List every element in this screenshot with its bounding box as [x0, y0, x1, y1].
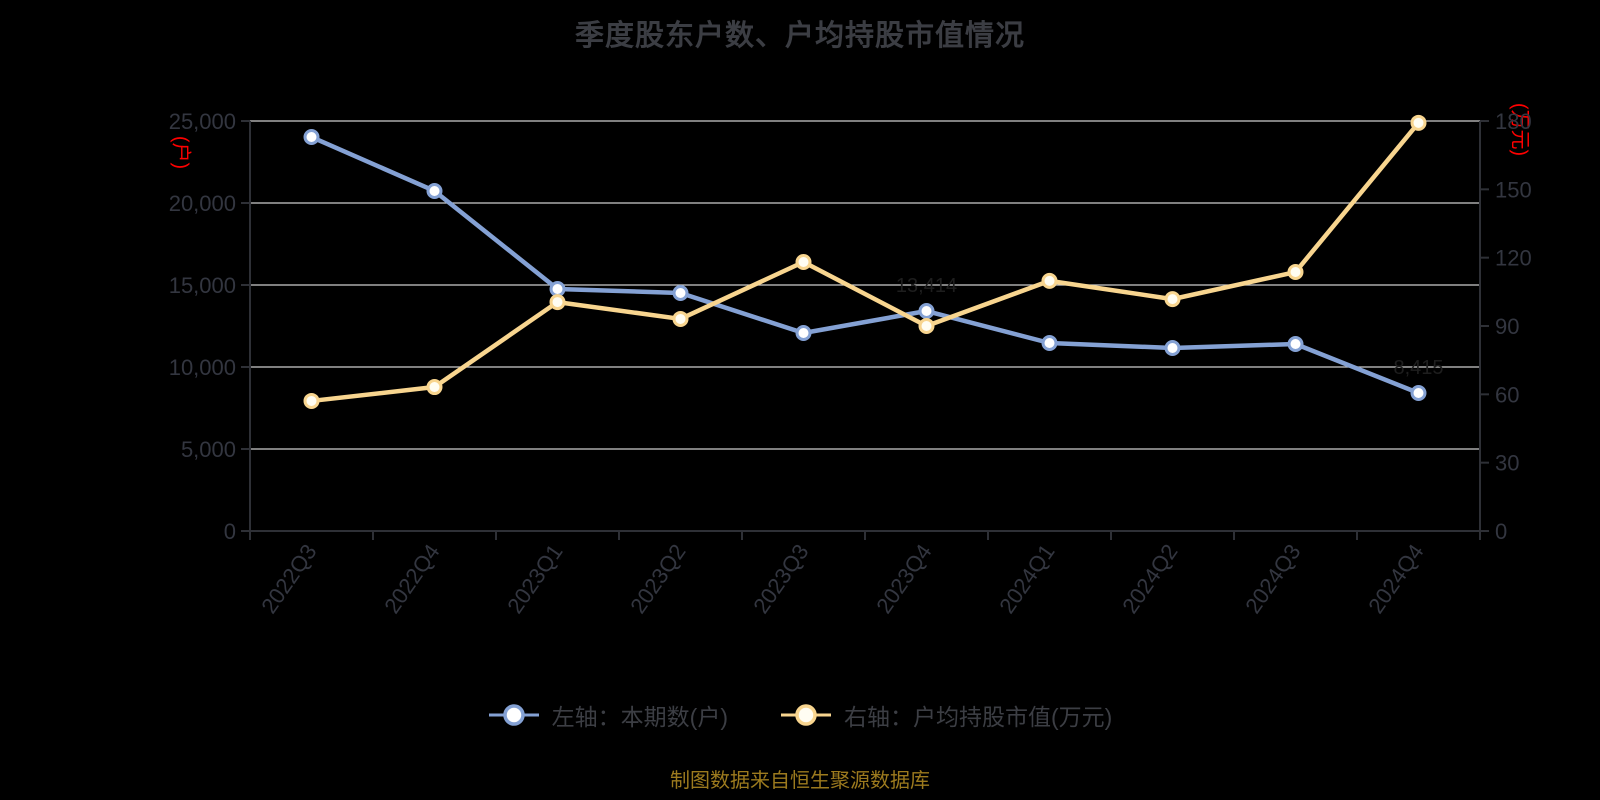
- data-point-marker: [795, 325, 812, 342]
- data-point-marker: [549, 294, 566, 311]
- series-line: [309, 120, 1421, 404]
- data-point-marker: [426, 182, 443, 199]
- data-point-marker: [1164, 291, 1181, 308]
- left-axis-tick-label: 0: [224, 519, 236, 544]
- left-axis-tick-label: 5,000: [181, 437, 236, 462]
- data-point-marker: [1287, 335, 1304, 352]
- x-axis-category-label: 2022Q3: [256, 540, 321, 618]
- data-point-marker: [672, 285, 689, 302]
- right-axis-tick-label: 0: [1495, 519, 1507, 544]
- data-point-label: 8,415: [1393, 357, 1443, 379]
- right-axis-tick-label: 120: [1495, 246, 1532, 271]
- data-point-label: 13,414: [896, 275, 957, 297]
- x-axis-category-label: 2024Q1: [994, 540, 1059, 618]
- data-point-marker: [426, 379, 443, 396]
- data-point-marker: [1041, 335, 1058, 352]
- x-axis-category-label: 2024Q3: [1240, 540, 1305, 618]
- left-axis-tick-label: 20,000: [169, 191, 236, 216]
- data-point-marker: [1164, 339, 1181, 356]
- chart-title: 季度股东户数、户均持股市值情况: [574, 20, 1025, 52]
- left-axis-tick-label: 15,000: [169, 273, 236, 298]
- blue-line-marker-icon: [488, 704, 539, 726]
- data-point-marker: [918, 303, 935, 320]
- data-point-marker: [1287, 264, 1304, 281]
- data-point-marker: [1041, 272, 1058, 289]
- data-point-marker: [672, 310, 689, 327]
- legend-item-shareholder-count[interactable]: 左轴：本期数(户): [488, 698, 728, 732]
- legend-item-avg-market-value[interactable]: 右轴：户均持股市值(万元): [780, 698, 1112, 732]
- legend: 左轴：本期数(户) 右轴：户均持股市值(万元): [0, 698, 1600, 732]
- legend-label-left-series: 左轴：本期数(户): [551, 704, 728, 730]
- right-axis-tick-label: 90: [1495, 314, 1519, 339]
- right-axis-tick-label: 150: [1495, 177, 1532, 202]
- footer-source-text: 制图数据来自恒生聚源数据库: [670, 770, 930, 792]
- x-axis-category-label: 2022Q4: [379, 540, 444, 618]
- right-axis-tick-label: 180: [1495, 109, 1532, 134]
- x-axis-category-label: 2024Q4: [1363, 540, 1428, 618]
- left-axis-tick-label: 10,000: [169, 355, 236, 380]
- data-point-marker: [918, 318, 935, 334]
- x-axis-category-label: 2023Q1: [502, 540, 567, 618]
- x-axis-category-label: 2023Q4: [871, 540, 936, 618]
- series-line: [309, 134, 1421, 396]
- data-point-marker: [795, 253, 812, 270]
- data-point-marker: [549, 281, 566, 298]
- data-point-marker: [1410, 384, 1427, 401]
- yellow-line-marker-icon: [781, 704, 831, 726]
- right-axis-tick-label: 60: [1495, 382, 1519, 407]
- data-point-marker: [303, 392, 320, 409]
- right-axis-tick-label: 30: [1495, 451, 1519, 476]
- x-axis-category-label: 2023Q3: [748, 540, 813, 618]
- left-axis-tick-label: 25,000: [169, 109, 236, 134]
- data-point-marker: [303, 129, 320, 146]
- x-axis-category-label: 2023Q2: [625, 540, 690, 618]
- data-point-marker: [1410, 114, 1427, 131]
- legend-label-right-series: 右轴：户均持股市值(万元): [844, 704, 1113, 730]
- x-axis-category-label: 2024Q2: [1117, 540, 1182, 618]
